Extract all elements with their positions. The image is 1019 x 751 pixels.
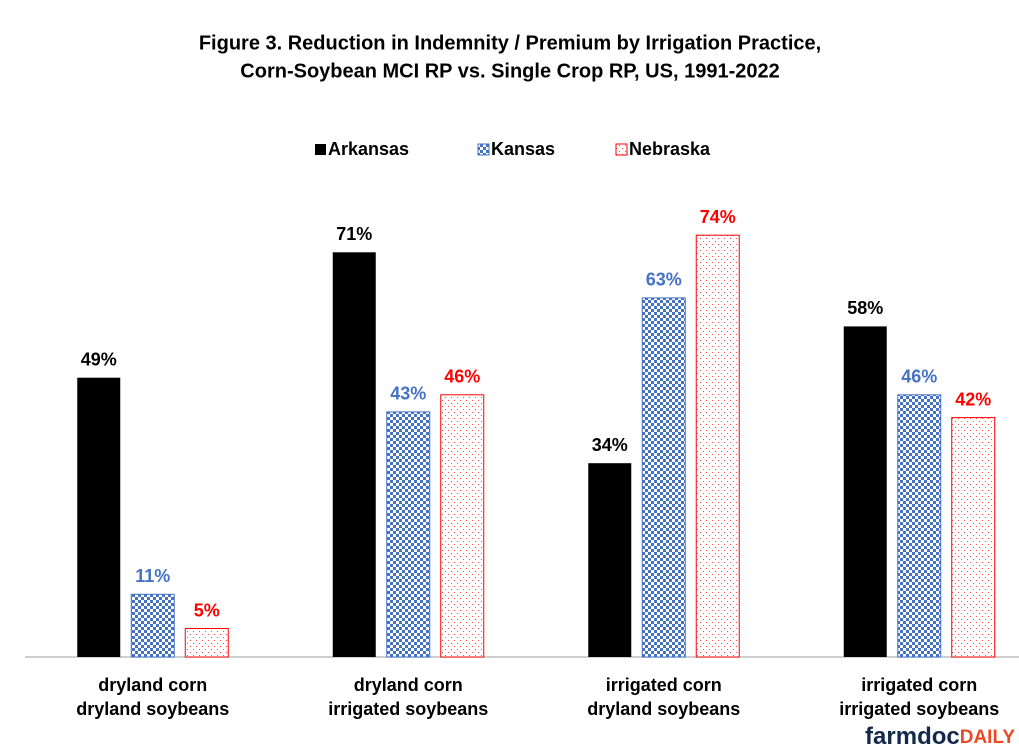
legend-label: Arkansas [328, 139, 409, 159]
bar [332, 252, 376, 658]
bar [130, 593, 175, 658]
bar [641, 297, 686, 658]
bar [951, 417, 996, 658]
legend-label: Kansas [491, 139, 555, 159]
bar [440, 394, 485, 658]
x-tick-label: dryland corn [98, 675, 207, 695]
x-tick-label: dryland soybeans [587, 699, 740, 719]
data-label: 71% [336, 224, 372, 244]
data-label: 34% [592, 435, 628, 455]
data-label: 58% [847, 298, 883, 318]
chart-title: Corn-Soybean MCI RP vs. Single Crop RP, … [240, 60, 779, 82]
x-tick-label: irrigated soybeans [839, 699, 999, 719]
bar [843, 326, 887, 657]
legend-swatch [615, 143, 628, 156]
x-tick-label: dryland corn [354, 675, 463, 695]
bar [897, 394, 942, 658]
watermark-part: farmdoc [865, 723, 960, 750]
x-tick-label: dryland soybeans [76, 699, 229, 719]
data-label: 11% [135, 566, 170, 586]
watermark: farmdocDAILY [865, 723, 1015, 750]
x-tick-label: irrigated soybeans [328, 699, 488, 719]
data-label: 42% [955, 389, 991, 409]
bar [184, 628, 229, 658]
data-label: 63% [646, 270, 682, 290]
bar [588, 463, 632, 657]
x-tick-label: irrigated corn [606, 675, 722, 695]
x-tick-label: irrigated corn [861, 675, 977, 695]
legend-label: Nebraska [629, 139, 711, 159]
watermark-part: DAILY [960, 727, 1016, 748]
data-label: 74% [700, 207, 736, 227]
legend-swatch [477, 143, 490, 156]
bar [77, 377, 121, 657]
bar [386, 411, 431, 658]
data-label: 46% [444, 367, 480, 387]
data-label: 49% [81, 349, 117, 369]
data-label: 5% [194, 600, 220, 620]
bar [695, 234, 740, 658]
data-label: 46% [901, 367, 937, 387]
data-label: 43% [390, 384, 426, 404]
legend-swatch [315, 144, 326, 155]
chart-title: Figure 3. Reduction in Indemnity / Premi… [199, 32, 821, 54]
